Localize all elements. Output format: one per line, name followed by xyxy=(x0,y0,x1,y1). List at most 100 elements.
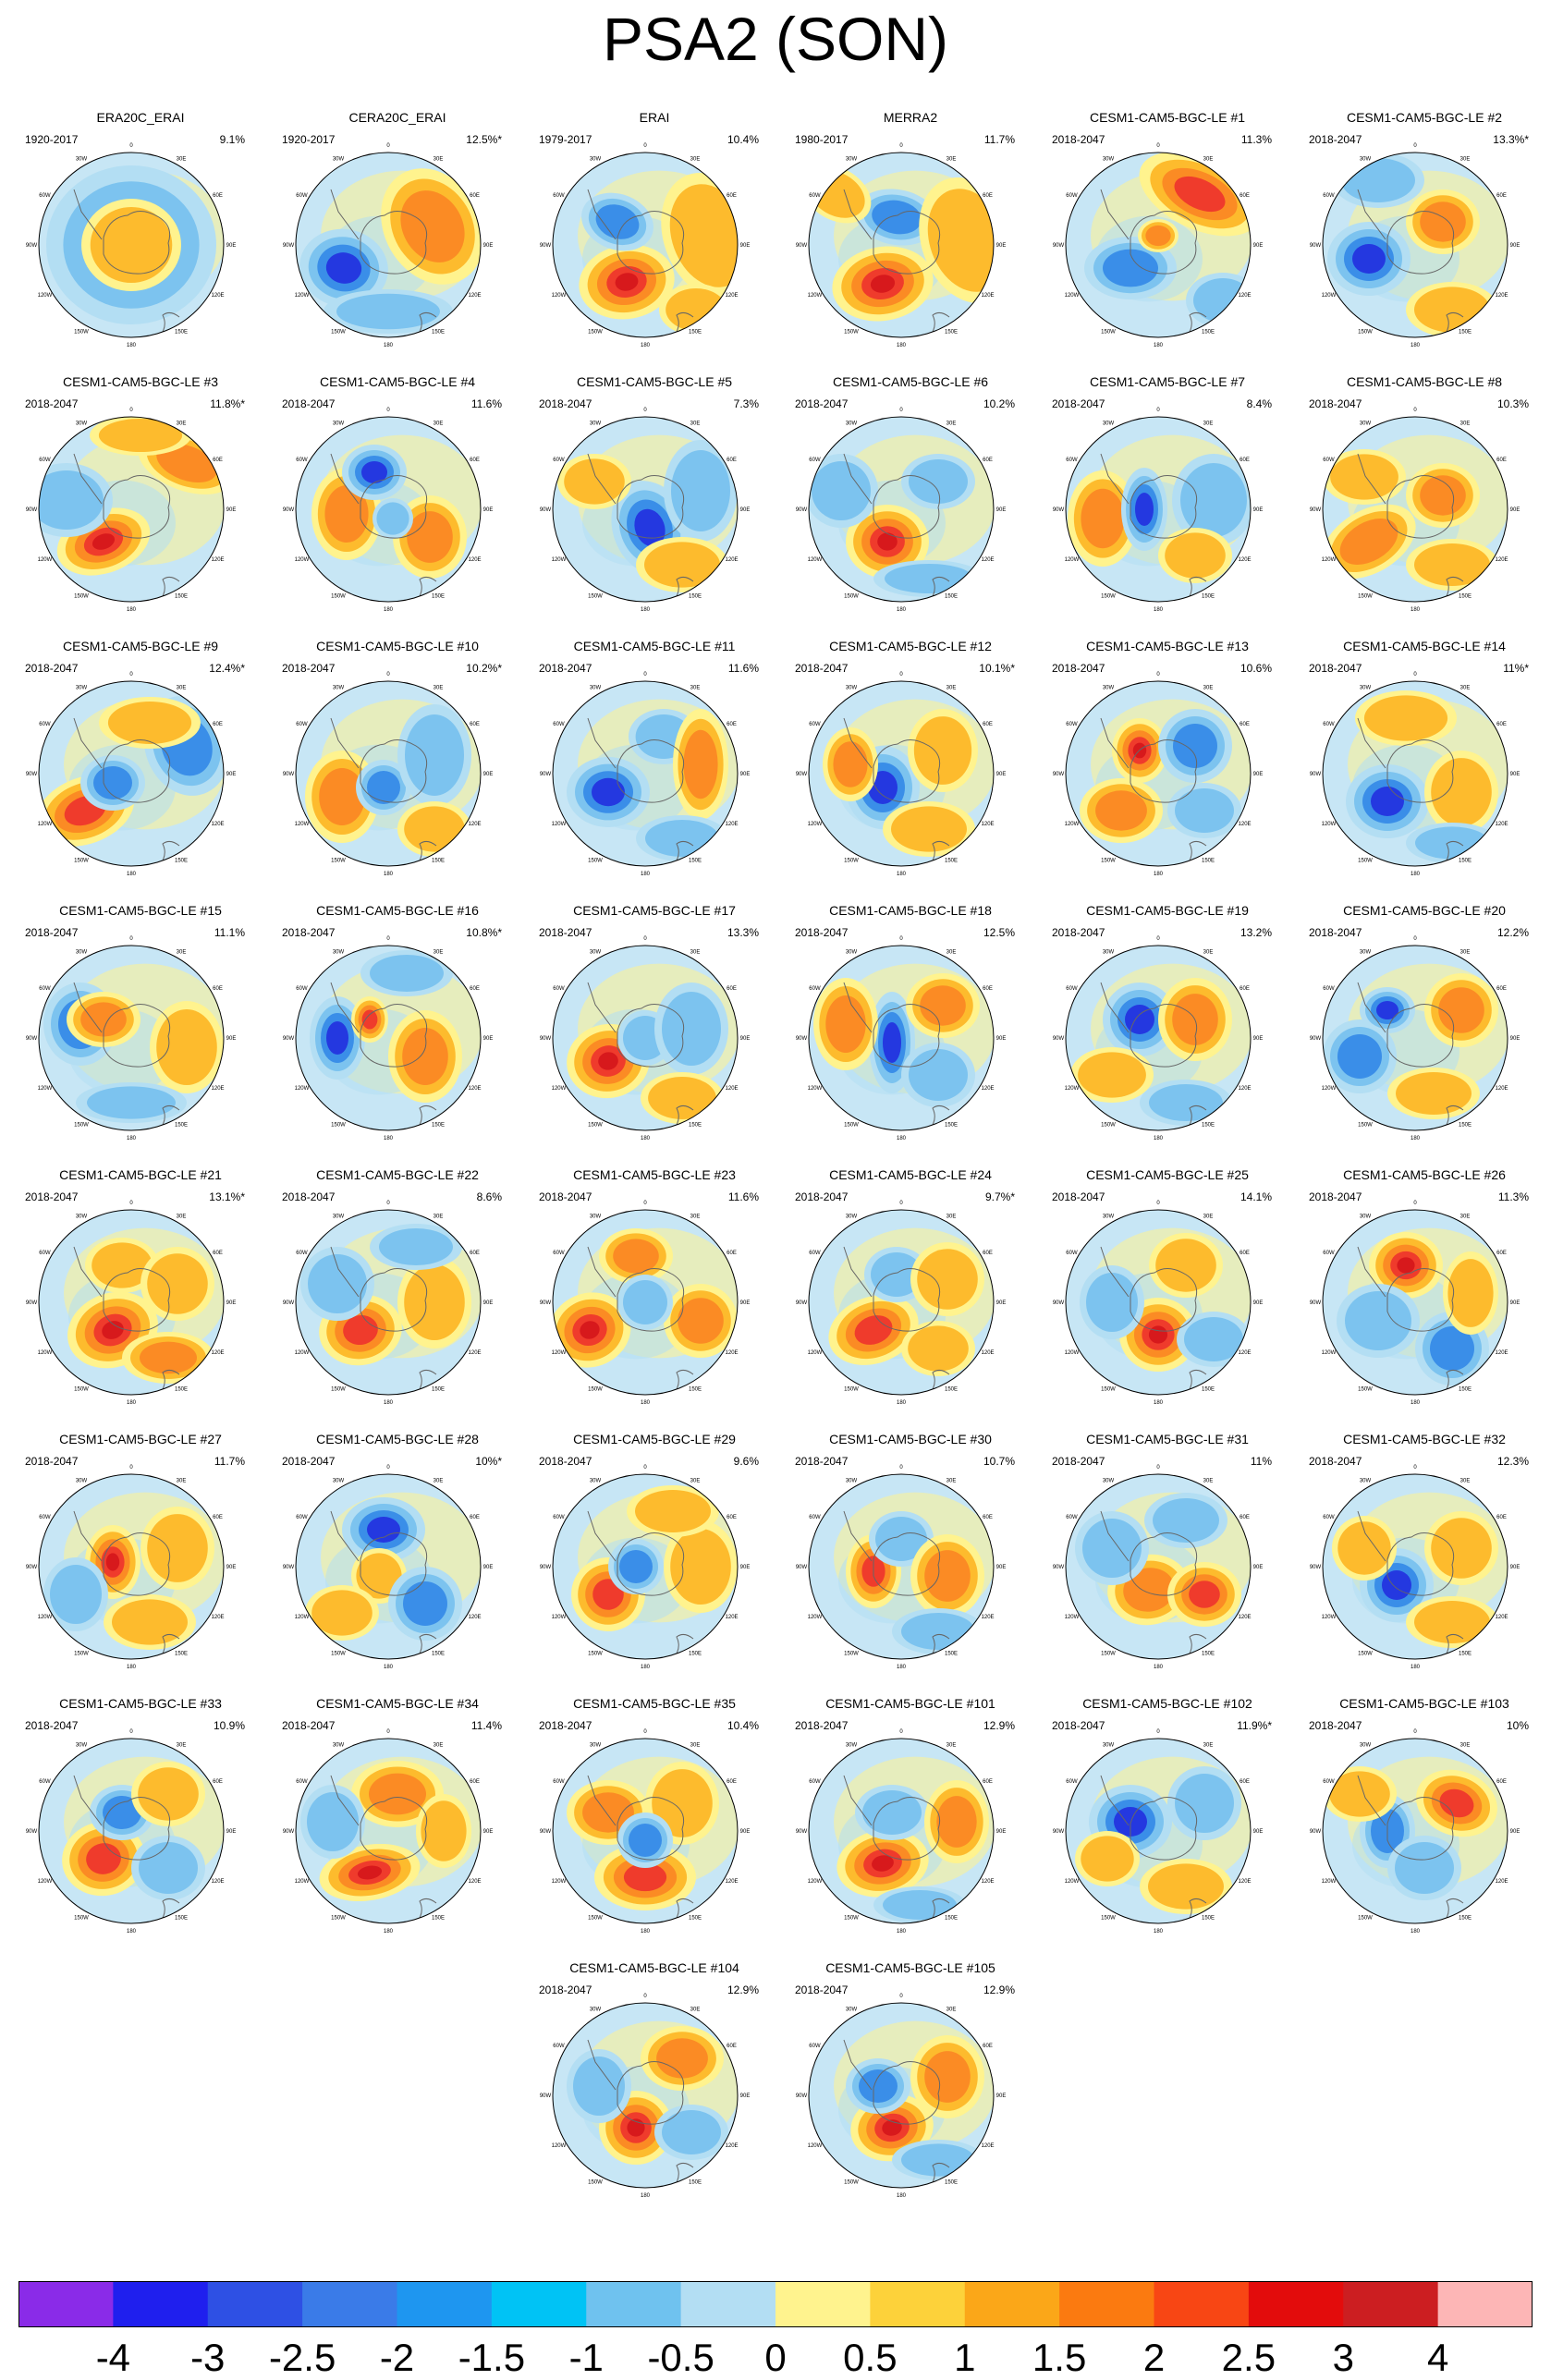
longitude-label: 60E xyxy=(1240,1779,1250,1785)
new-zealand-coastline xyxy=(672,1369,694,1395)
polar-map: 0 30W 60W 90W 120W 150W 180 150E 120E 90E 60E 30E xyxy=(796,1465,1007,1670)
colorbar-tick-label: -3 xyxy=(190,2336,226,2379)
longitude-label: 120W xyxy=(1065,1350,1080,1356)
longitude-label: 90E xyxy=(1510,1036,1520,1042)
longitude-label: 150W xyxy=(588,1387,603,1393)
longitude-label: 60W xyxy=(553,1779,565,1785)
longitude-label: 180 xyxy=(897,1400,907,1406)
panel-variance-pct: 9.1% xyxy=(219,133,245,146)
longitude-label: 30W xyxy=(1360,1214,1372,1219)
longitude-label: 30W xyxy=(590,685,602,690)
anomaly-contour xyxy=(883,1890,957,1920)
longitude-label: 120W xyxy=(808,822,823,827)
longitude-label: 150E xyxy=(689,330,702,336)
longitude-label: 60W xyxy=(296,458,308,463)
longitude-label: 150W xyxy=(1101,1123,1116,1129)
anomaly-contour xyxy=(138,1767,199,1821)
longitude-label: 90E xyxy=(1253,1829,1264,1835)
longitude-label: 60E xyxy=(983,458,993,463)
longitude-label: 0 xyxy=(1156,1465,1160,1471)
longitude-label: 120W xyxy=(808,293,823,299)
anomaly-contour xyxy=(1352,244,1386,274)
longitude-label: 120W xyxy=(295,1879,310,1885)
polar-map: 0 30W 60W 90W 120W 150W 180 150E 120E 90E 60E 30E xyxy=(1310,1201,1520,1406)
longitude-label: 120E xyxy=(1239,1350,1252,1356)
longitude-label: 120E xyxy=(1496,293,1508,299)
longitude-label: 30E xyxy=(690,2007,701,2012)
anomaly-contour xyxy=(404,806,465,852)
anomaly-contour xyxy=(613,1239,659,1274)
antarctica-coastline xyxy=(843,453,941,539)
map-boundary xyxy=(295,945,482,1131)
longitude-label: 90E xyxy=(226,772,237,777)
panel-variance-pct: 8.4% xyxy=(1246,397,1272,410)
longitude-label: 30W xyxy=(76,1478,88,1483)
longitude-label: 90E xyxy=(740,1565,751,1570)
polar-map: 0 30W 60W 90W 120W 150W 180 150E 120E 90E 60E 30E xyxy=(796,1729,1007,1935)
panel-years: 2018-2047 xyxy=(1052,926,1105,939)
longitude-label: 0 xyxy=(129,143,133,149)
colorbar-segment xyxy=(964,2281,1060,2327)
longitude-label: 150E xyxy=(175,1387,188,1393)
panel-title: CESM1-CAM5-BGC-LE #29 xyxy=(573,1432,736,1446)
longitude-label: 30W xyxy=(1360,1742,1372,1748)
panel-variance-pct: 8.6% xyxy=(476,1190,502,1203)
longitude-label: 150W xyxy=(74,1387,89,1393)
longitude-label: 150W xyxy=(1101,1652,1116,1657)
longitude-label: 120E xyxy=(1239,1879,1252,1885)
longitude-label: 30E xyxy=(1203,949,1214,955)
anomaly-contour xyxy=(1414,543,1490,586)
map-panel: CERA20C_ERAI 1920-2017 12.5%* 0 30W 60W 90W 120… xyxy=(273,109,522,377)
polar-map: 0 30W 60W 90W 120W 150W 180 150E 120E 90E 60E 30E xyxy=(26,672,237,877)
panel-years: 2018-2047 xyxy=(795,1190,849,1203)
map-boundary xyxy=(1322,152,1508,338)
longitude-label: 120W xyxy=(1065,1879,1080,1885)
panel-years: 2018-2047 xyxy=(795,662,849,675)
panel-variance-pct: 11.4% xyxy=(470,1719,502,1732)
panel-title: CESM1-CAM5-BGC-LE #6 xyxy=(832,374,989,389)
longitude-label: 90W xyxy=(26,507,38,513)
longitude-label: 60W xyxy=(809,986,821,992)
longitude-label: 90W xyxy=(26,1565,38,1570)
longitude-label: 120W xyxy=(38,557,53,563)
polar-map: 0 30W 60W 90W 120W 150W 180 150E 120E 90E 60E 30E xyxy=(26,143,237,348)
longitude-label: 60W xyxy=(1323,1515,1335,1520)
panel-title: CESM1-CAM5-BGC-LE #4 xyxy=(319,374,476,389)
longitude-label: 60E xyxy=(1240,193,1250,199)
colorbar-segment xyxy=(302,2281,397,2327)
longitude-label: 150E xyxy=(175,859,188,864)
longitude-label: 0 xyxy=(643,1465,647,1471)
longitude-label: 60E xyxy=(1496,722,1507,727)
anomaly-contour xyxy=(1395,1842,1454,1894)
anomaly-contour xyxy=(1148,1325,1168,1344)
anomaly-contour xyxy=(376,502,409,535)
new-zealand-coastline xyxy=(928,576,950,602)
longitude-label: 30W xyxy=(1360,1478,1372,1483)
map-panel: CESM1-CAM5-BGC-LE #29 2018-2047 9.6% 0 30W 60… xyxy=(530,1431,779,1699)
anomaly-contour xyxy=(98,418,183,453)
panel-years: 2018-2047 xyxy=(25,1190,79,1203)
anomaly-contour xyxy=(656,2038,708,2079)
longitude-label: 150E xyxy=(945,1916,958,1922)
map-boundary xyxy=(1322,680,1508,867)
anomaly-contour xyxy=(901,2143,975,2177)
longitude-label: 60W xyxy=(39,1515,51,1520)
panel-variance-pct: 10.4% xyxy=(727,1719,759,1732)
anomaly-contour xyxy=(564,458,625,505)
longitude-label: 60W xyxy=(809,722,821,727)
antarctica-coastline xyxy=(587,2039,685,2125)
longitude-label: 120E xyxy=(726,1086,739,1092)
anomaly-contour xyxy=(648,1077,716,1119)
anomaly-contour xyxy=(80,1002,127,1037)
antarctica-coastline xyxy=(843,1775,941,1861)
panel-variance-pct: 11.6% xyxy=(727,1190,759,1203)
longitude-label: 60E xyxy=(1240,458,1250,463)
longitude-label: 150W xyxy=(588,859,603,864)
longitude-label: 150E xyxy=(1202,594,1215,600)
polar-map: 0 30W 60W 90W 120W 150W 180 150E 120E 90E 60E 30E xyxy=(26,1201,237,1406)
longitude-label: 60W xyxy=(553,722,565,727)
anomaly-contour xyxy=(1165,532,1226,579)
map-boundary xyxy=(1322,416,1508,603)
panel-title: CESM1-CAM5-BGC-LE #35 xyxy=(573,1696,736,1711)
anomaly-contour xyxy=(103,1796,141,1829)
